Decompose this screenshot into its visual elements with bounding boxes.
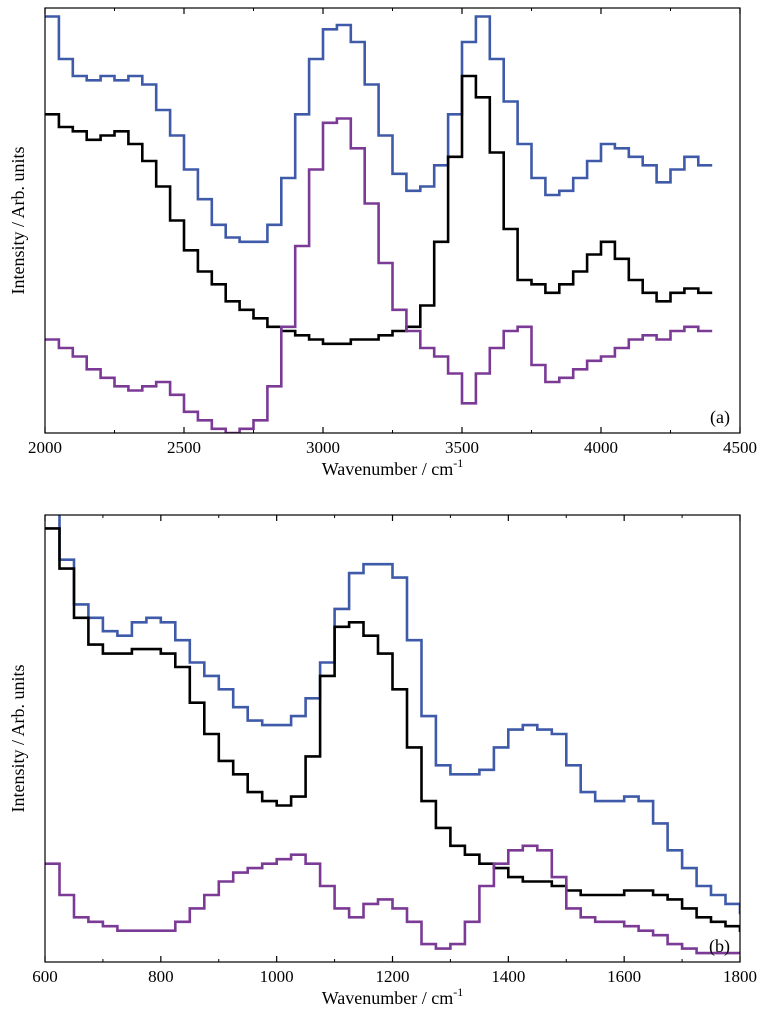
series-line-3: [45, 117, 713, 433]
x-tick-label: 2000: [28, 438, 62, 457]
x-tick-label: 1400: [491, 967, 525, 986]
x-tick-label: 1000: [260, 967, 294, 986]
x-tick-label: 2500: [167, 438, 201, 457]
x-tick-label: 4000: [584, 438, 618, 457]
x-axis-title-superscript: -1: [453, 456, 463, 470]
series-line-1: [45, 15, 713, 244]
series-line-1: [58, 515, 740, 915]
series-line-3: [45, 844, 740, 955]
x-tick-label: 4500: [723, 438, 757, 457]
x-axis-title-main: Wavenumber / cm: [322, 459, 454, 479]
x-axis-title: Wavenumber / cm-1: [322, 985, 464, 1008]
series-group: [45, 515, 740, 955]
y-axis-title: Intensity / Arb. units: [8, 147, 28, 295]
x-tick-label: 3000: [306, 438, 340, 457]
panel-b-chart: 600 800 1000 1200 1400 1600 1800 (b) Wavenumber …: [8, 514, 757, 1008]
x-tick-label: 1800: [723, 967, 757, 986]
x-tick-label: 1600: [607, 967, 641, 986]
series-line-2: [45, 74, 713, 346]
x-tick-label: 600: [32, 967, 58, 986]
series-group: [45, 15, 713, 433]
panel-a-chart: 2000 2500 3000 3500 4000 4500 (a) Wavenumber / …: [8, 7, 757, 479]
x-tick-label: 3500: [445, 438, 479, 457]
panel-label: (a): [710, 407, 730, 428]
panel-label: (b): [709, 936, 730, 957]
x-axis-title-main: Wavenumber / cm: [322, 988, 454, 1008]
x-tick-label: 1200: [376, 967, 410, 986]
y-axis-title: Intensity / Arb. units: [8, 665, 28, 813]
x-axis-title: Wavenumber / cm-1: [322, 456, 464, 479]
series-line-2: [45, 527, 740, 932]
x-tick-label: 800: [148, 967, 174, 986]
x-axis-title-superscript: -1: [453, 985, 463, 999]
